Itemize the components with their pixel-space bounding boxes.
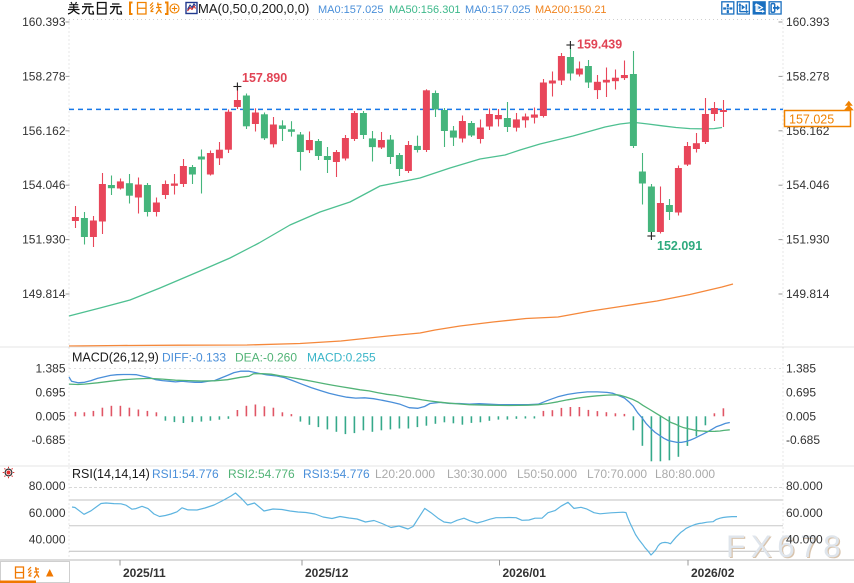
svg-text:2026/02: 2026/02 xyxy=(691,566,735,580)
svg-text:FX678: FX678 xyxy=(727,529,847,565)
svg-text:FX678: FX678 xyxy=(726,528,846,564)
svg-text:149.814: 149.814 xyxy=(22,287,66,301)
svg-text:2025/12: 2025/12 xyxy=(305,566,349,580)
svg-text:MA0:157.025: MA0:157.025 xyxy=(318,4,383,16)
svg-text:L30:30.000: L30:30.000 xyxy=(447,467,507,481)
svg-text:159.439: 159.439 xyxy=(577,38,622,52)
svg-text:MA50:156.301: MA50:156.301 xyxy=(389,4,461,16)
svg-text:40.000: 40.000 xyxy=(29,533,66,547)
svg-text:RSI1:54.776: RSI1:54.776 xyxy=(152,467,219,481)
svg-text:0.005: 0.005 xyxy=(35,409,65,423)
svg-text:152.091: 152.091 xyxy=(657,239,702,253)
svg-text:-0.685: -0.685 xyxy=(31,433,65,447)
svg-text:L70:70.000: L70:70.000 xyxy=(587,467,647,481)
svg-text:157.890: 157.890 xyxy=(242,71,287,85)
svg-text:0.695: 0.695 xyxy=(786,386,816,400)
svg-text:158.278: 158.278 xyxy=(22,69,66,83)
svg-text:RSI2:54.776: RSI2:54.776 xyxy=(228,467,295,481)
svg-text:MA(0,50,0,200,0,0): MA(0,50,0,200,0,0) xyxy=(198,1,309,16)
svg-text:DIFF:-0.133: DIFF:-0.133 xyxy=(162,351,226,365)
svg-text:L50:50.000: L50:50.000 xyxy=(517,467,577,481)
svg-text:MACD(26,12,9): MACD(26,12,9) xyxy=(72,351,159,365)
svg-text:RSI(14,14,14): RSI(14,14,14) xyxy=(72,467,150,481)
svg-text:RSI3:54.776: RSI3:54.776 xyxy=(303,467,370,481)
svg-text:154.046: 154.046 xyxy=(22,178,66,192)
svg-text:L20:20.000: L20:20.000 xyxy=(375,467,435,481)
svg-text:-0.685: -0.685 xyxy=(786,433,820,447)
svg-text:MA0:157.025: MA0:157.025 xyxy=(465,4,530,16)
svg-text:156.162: 156.162 xyxy=(22,124,66,138)
svg-text:156.162: 156.162 xyxy=(786,124,830,138)
svg-text:40.000: 40.000 xyxy=(786,533,823,547)
svg-text:2025/11: 2025/11 xyxy=(123,566,166,580)
svg-text:154.046: 154.046 xyxy=(786,178,830,192)
svg-text:151.930: 151.930 xyxy=(22,233,66,247)
svg-text:149.814: 149.814 xyxy=(786,287,830,301)
svg-text:151.930: 151.930 xyxy=(786,233,830,247)
svg-text:157.025: 157.025 xyxy=(789,113,834,127)
svg-text:MACD:0.255: MACD:0.255 xyxy=(307,351,376,365)
svg-text:160.393: 160.393 xyxy=(786,15,830,29)
svg-text:0.695: 0.695 xyxy=(35,386,65,400)
svg-text:L80:80.000: L80:80.000 xyxy=(655,467,715,481)
svg-text:1.385: 1.385 xyxy=(786,362,816,376)
svg-text:80.000: 80.000 xyxy=(786,479,823,493)
svg-text:160.393: 160.393 xyxy=(22,15,66,29)
svg-text:60.000: 60.000 xyxy=(786,506,823,520)
svg-text:2026/01: 2026/01 xyxy=(503,566,547,580)
svg-text:158.278: 158.278 xyxy=(786,69,830,83)
svg-text:80.000: 80.000 xyxy=(29,479,66,493)
svg-text:1.385: 1.385 xyxy=(35,362,65,376)
svg-text:0.005: 0.005 xyxy=(786,409,816,423)
svg-text:MA200:150.21: MA200:150.21 xyxy=(535,4,607,16)
svg-text:DEA:-0.260: DEA:-0.260 xyxy=(235,351,297,365)
svg-text:60.000: 60.000 xyxy=(29,506,66,520)
